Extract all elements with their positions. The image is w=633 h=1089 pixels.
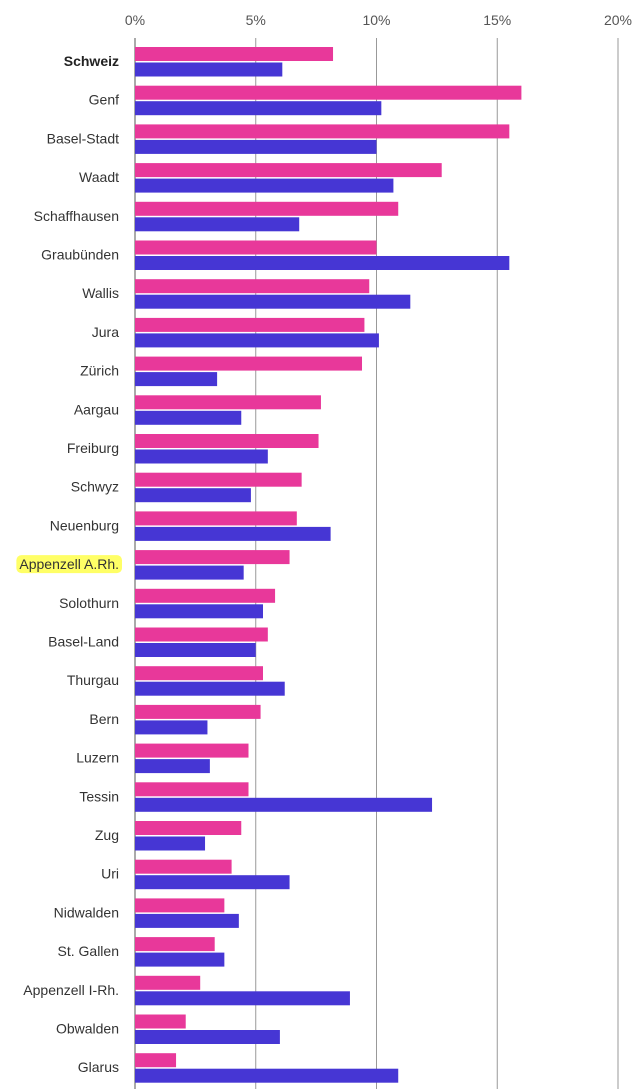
bar-series-2 [135, 1030, 280, 1044]
bar-series-1 [135, 550, 290, 565]
bar-series-1 [135, 434, 319, 448]
bar-series-1 [135, 395, 321, 410]
bar-series-2 [135, 526, 331, 541]
category-label: Obwalden [56, 1021, 119, 1037]
bar-series-2 [135, 643, 256, 657]
category-label: Uri [101, 866, 119, 882]
x-axis-ticks: 0% 5% 10% 15% 20% [125, 12, 632, 28]
category-label: Jura [92, 324, 119, 340]
bar-series-2 [135, 797, 433, 812]
bar-series-1 [135, 1053, 177, 1068]
bar-series-1 [135, 743, 249, 758]
bar-series-1 [135, 47, 334, 61]
bar-series-2 [135, 604, 263, 619]
bar-series-1 [135, 821, 242, 835]
category-label: Thurgau [67, 672, 119, 688]
bar-series-2 [135, 333, 379, 348]
category-label: Wallis [82, 285, 119, 301]
category-label: Solothurn [59, 595, 119, 611]
category-label: Appenzell I-Rh. [23, 982, 119, 998]
bar-series-1 [135, 704, 261, 719]
category-label: Basel-Stadt [47, 130, 119, 146]
category-label: Luzern [76, 750, 119, 766]
x-tick-label: 0% [125, 12, 145, 28]
highlight-layer [16, 555, 122, 574]
bar-series-2 [135, 101, 382, 116]
x-tick-label: 15% [483, 12, 511, 28]
category-label: Graubünden [41, 247, 119, 263]
bar-series-1 [135, 859, 232, 874]
category-label: Appenzell A.Rh. [19, 556, 119, 572]
bar-series-1 [135, 975, 201, 990]
category-label: Aargau [74, 401, 119, 417]
category-label: Schwyz [71, 479, 119, 495]
x-tick-label: 5% [246, 12, 266, 28]
bar-series-2 [135, 410, 242, 425]
bar-series-1 [135, 898, 225, 913]
category-label: Neuenburg [50, 517, 119, 533]
category-label: Basel-Land [48, 634, 119, 650]
category-label: Bern [89, 711, 119, 727]
bar-series-2 [135, 449, 268, 464]
bar-series-2 [135, 178, 394, 193]
bar-series-1 [135, 627, 268, 642]
bar-series-2 [135, 256, 510, 270]
bar-series-2 [135, 372, 218, 387]
bar-series-2 [135, 836, 206, 851]
bars [135, 47, 522, 1083]
category-label: Tessin [79, 788, 119, 804]
category-label: Glarus [78, 1059, 119, 1075]
bar-series-1 [135, 937, 215, 952]
bar-series-1 [135, 124, 510, 139]
bar-series-2 [135, 488, 251, 503]
highlight-marker [16, 555, 122, 574]
bar-series-2 [135, 952, 225, 967]
bar-series-2 [135, 720, 208, 735]
bar-series-2 [135, 875, 290, 890]
category-label: Zug [95, 827, 119, 843]
bar-series-2 [135, 139, 377, 154]
bar-series-2 [135, 565, 244, 580]
bar-series-1 [135, 588, 276, 603]
x-tick-label: 20% [604, 12, 632, 28]
category-label: Genf [89, 92, 119, 108]
bar-series-1 [135, 317, 365, 332]
bar-series-1 [135, 240, 377, 255]
category-label: Waadt [79, 169, 119, 185]
category-labels: Schweiz Genf Basel-Stadt Waadt Schaffhausen G… [19, 53, 119, 1075]
bar-series-1 [135, 511, 297, 526]
bar-series-1 [135, 356, 363, 371]
bar-series-1 [135, 279, 370, 294]
bar-series-1 [135, 666, 263, 681]
bar-series-1 [135, 163, 442, 178]
bar-series-2 [135, 62, 283, 77]
bar-series-2 [135, 1068, 399, 1083]
bar-series-1 [135, 472, 302, 487]
bar-series-1 [135, 1014, 186, 1029]
bar-series-2 [135, 759, 210, 774]
bar-series-1 [135, 782, 249, 797]
category-label: St. Gallen [58, 943, 119, 959]
bar-series-2 [135, 991, 350, 1006]
bar-series-1 [135, 201, 399, 216]
bar-series-2 [135, 294, 411, 309]
x-tick-label: 10% [362, 12, 390, 28]
bar-series-2 [135, 681, 285, 696]
category-label: Nidwalden [54, 904, 119, 920]
category-label: Schweiz [64, 53, 119, 69]
bar-series-2 [135, 913, 239, 928]
bar-series-1 [135, 85, 522, 100]
category-label: Freiburg [67, 440, 119, 456]
bar-series-2 [135, 217, 300, 232]
category-label: Zürich [80, 363, 119, 379]
category-label: Schaffhausen [34, 208, 119, 224]
